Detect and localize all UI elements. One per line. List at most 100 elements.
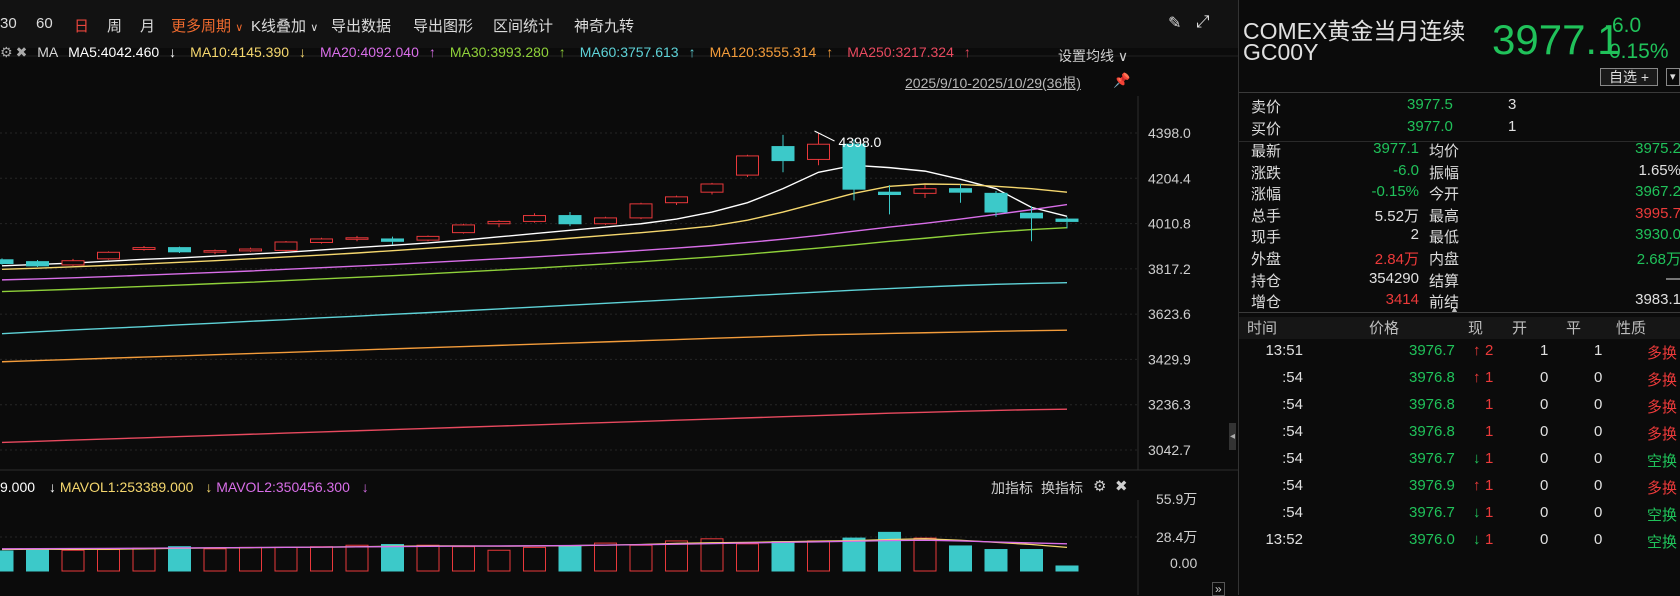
tick-row: :54 3976.8 ↑ 1 0 0 多换	[1239, 369, 1680, 397]
tick-time: :54	[1282, 450, 1303, 467]
chevron-down-icon: ∨	[310, 22, 319, 34]
bid-label: 买价	[1251, 121, 1282, 138]
mavol2-line	[1, 539, 1068, 550]
fullscreen-icon[interactable]: ⤢	[1196, 12, 1210, 31]
export-chart-button[interactable]: 导出图形	[413, 18, 474, 35]
volume-bar	[61, 549, 85, 572]
period-30[interactable]: 30	[0, 15, 17, 32]
bid-volume: 1	[1508, 118, 1517, 135]
chart-toolbar: 30 60 日 周 月 更多周期 ∨ K线叠加 ∨ 导出数据 导出图形 区间统计…	[0, 0, 1238, 48]
tick-close: 1	[1594, 342, 1603, 359]
close-icon[interactable]: ✖	[1115, 478, 1128, 495]
ask-row: 卖价 3977.5 3	[1239, 96, 1680, 118]
volume-bar	[0, 550, 14, 572]
stat-label: 现手	[1251, 229, 1282, 247]
tick-price: 3976.0	[1409, 531, 1455, 548]
candle-up	[523, 215, 546, 222]
col-close: 平	[1566, 320, 1582, 337]
close-icon[interactable]: ✖	[15, 44, 28, 60]
ma-line-ma250	[1, 408, 1068, 444]
tick-row: :54 3976.8 1 0 0 多换	[1239, 423, 1680, 451]
col-open: 开	[1512, 320, 1528, 337]
switch-indicator-button[interactable]: 换指标	[1041, 480, 1083, 496]
arrow-icon: ↑	[826, 44, 834, 60]
candle-down	[558, 215, 582, 225]
kline-chart[interactable]: 4398.0 4204.4 4010.8 3817.2 3623.6 3429.9 3236…	[0, 0, 1238, 595]
gear-icon[interactable]: ⚙	[1093, 478, 1107, 495]
period-month[interactable]: 月	[140, 18, 156, 35]
ma-line-ma20	[1, 203, 1068, 281]
candle-up	[452, 224, 475, 234]
volume-bar	[949, 545, 972, 572]
tick-price: 3976.9	[1409, 477, 1455, 494]
stat-value: -0.15%	[1371, 183, 1419, 201]
arrow-down-icon: ↓	[205, 479, 213, 495]
magic-nine-button[interactable]: 神奇九转	[574, 18, 635, 35]
export-data-button[interactable]: 导出数据	[331, 18, 392, 35]
ask-volume: 3	[1508, 96, 1517, 113]
price-tick-label: 3429.9	[1148, 351, 1191, 367]
stat-value: 3977.1	[1373, 140, 1419, 157]
collapse-panel-handle[interactable]: ◂	[1229, 423, 1237, 450]
triangle-up-icon[interactable]: ▲	[1450, 304, 1459, 314]
volume-bar	[523, 546, 546, 572]
arrow-up-icon: ↑	[1473, 342, 1481, 359]
volume-bar	[168, 546, 191, 572]
price-tick-label: 4010.8	[1148, 216, 1191, 232]
volume-bar	[878, 531, 901, 572]
col-price: 价格	[1369, 320, 1400, 337]
candle-down	[842, 143, 866, 190]
period-60[interactable]: 60	[36, 15, 53, 32]
arrow-icon: ↑	[428, 44, 436, 60]
volume-bar	[452, 546, 475, 572]
tick-price: 3976.7	[1409, 342, 1455, 359]
chevron-down-icon[interactable]: ▾	[1666, 68, 1680, 86]
chevron-down-icon: ∨	[235, 22, 244, 34]
expand-icon[interactable]: »	[1212, 582, 1225, 596]
stat-label: 最低	[1429, 229, 1460, 247]
add-watchlist-button[interactable]: 自选 +	[1600, 68, 1659, 86]
pin-icon[interactable]: 📌	[1113, 72, 1131, 88]
stat-value: 3967.2	[1635, 183, 1680, 201]
arrow-icon: ↑	[688, 44, 696, 60]
range-stats-button[interactable]: 区间统计	[493, 18, 554, 35]
candle-down	[984, 192, 1008, 213]
add-indicator-button[interactable]: 加指标	[991, 480, 1033, 496]
arrow-down-icon: ↓	[1473, 531, 1481, 548]
ask-price: 3977.5	[1407, 96, 1453, 113]
candle-down	[949, 188, 972, 193]
tick-nature: 空换	[1646, 534, 1677, 551]
candle-up	[239, 248, 262, 252]
ma-settings-button[interactable]: 设置均线 ∨	[1058, 48, 1129, 64]
arrow-up-icon: ↑	[1473, 369, 1481, 386]
tick-nature: 多换	[1646, 399, 1677, 416]
tick-price: 3976.8	[1409, 369, 1455, 386]
candle-up	[487, 220, 511, 225]
arrow-icon: ↑	[558, 44, 566, 60]
period-week[interactable]: 周	[107, 18, 123, 35]
gear-icon[interactable]: ⚙	[0, 44, 13, 60]
tick-now: 2	[1485, 342, 1494, 359]
stat-value: 2.68万	[1636, 251, 1680, 268]
volume-bar	[629, 544, 653, 572]
more-period-button[interactable]: 更多周期 ∨	[171, 15, 243, 36]
kline-overlay-button[interactable]: K线叠加 ∨	[251, 15, 318, 36]
candle-up	[132, 247, 156, 250]
volume-bar	[310, 546, 333, 572]
price-tick-label: 3042.7	[1148, 442, 1191, 458]
tick-open: 0	[1540, 423, 1549, 440]
brush-icon[interactable]: ✎	[1168, 15, 1182, 32]
candle-up	[416, 235, 440, 241]
stat-label: 持仓	[1251, 272, 1282, 290]
ma-item-label: MA60:3757.613	[579, 44, 679, 60]
tick-now: 1	[1485, 477, 1494, 494]
col-time: 时间	[1247, 320, 1278, 337]
arrow-icon: ↑	[963, 44, 971, 60]
volume-tick-label: 55.9万	[1156, 491, 1197, 507]
ma-values: MA5:4042.460 ↓ MA10:4145.390 ↓ MA20:4092.040…	[68, 44, 985, 60]
stat-label: 今开	[1429, 186, 1460, 204]
period-day[interactable]: 日	[74, 18, 90, 35]
stat-label: 内盘	[1429, 251, 1460, 268]
volume-bar	[381, 544, 404, 572]
tick-time: :54	[1282, 396, 1303, 413]
